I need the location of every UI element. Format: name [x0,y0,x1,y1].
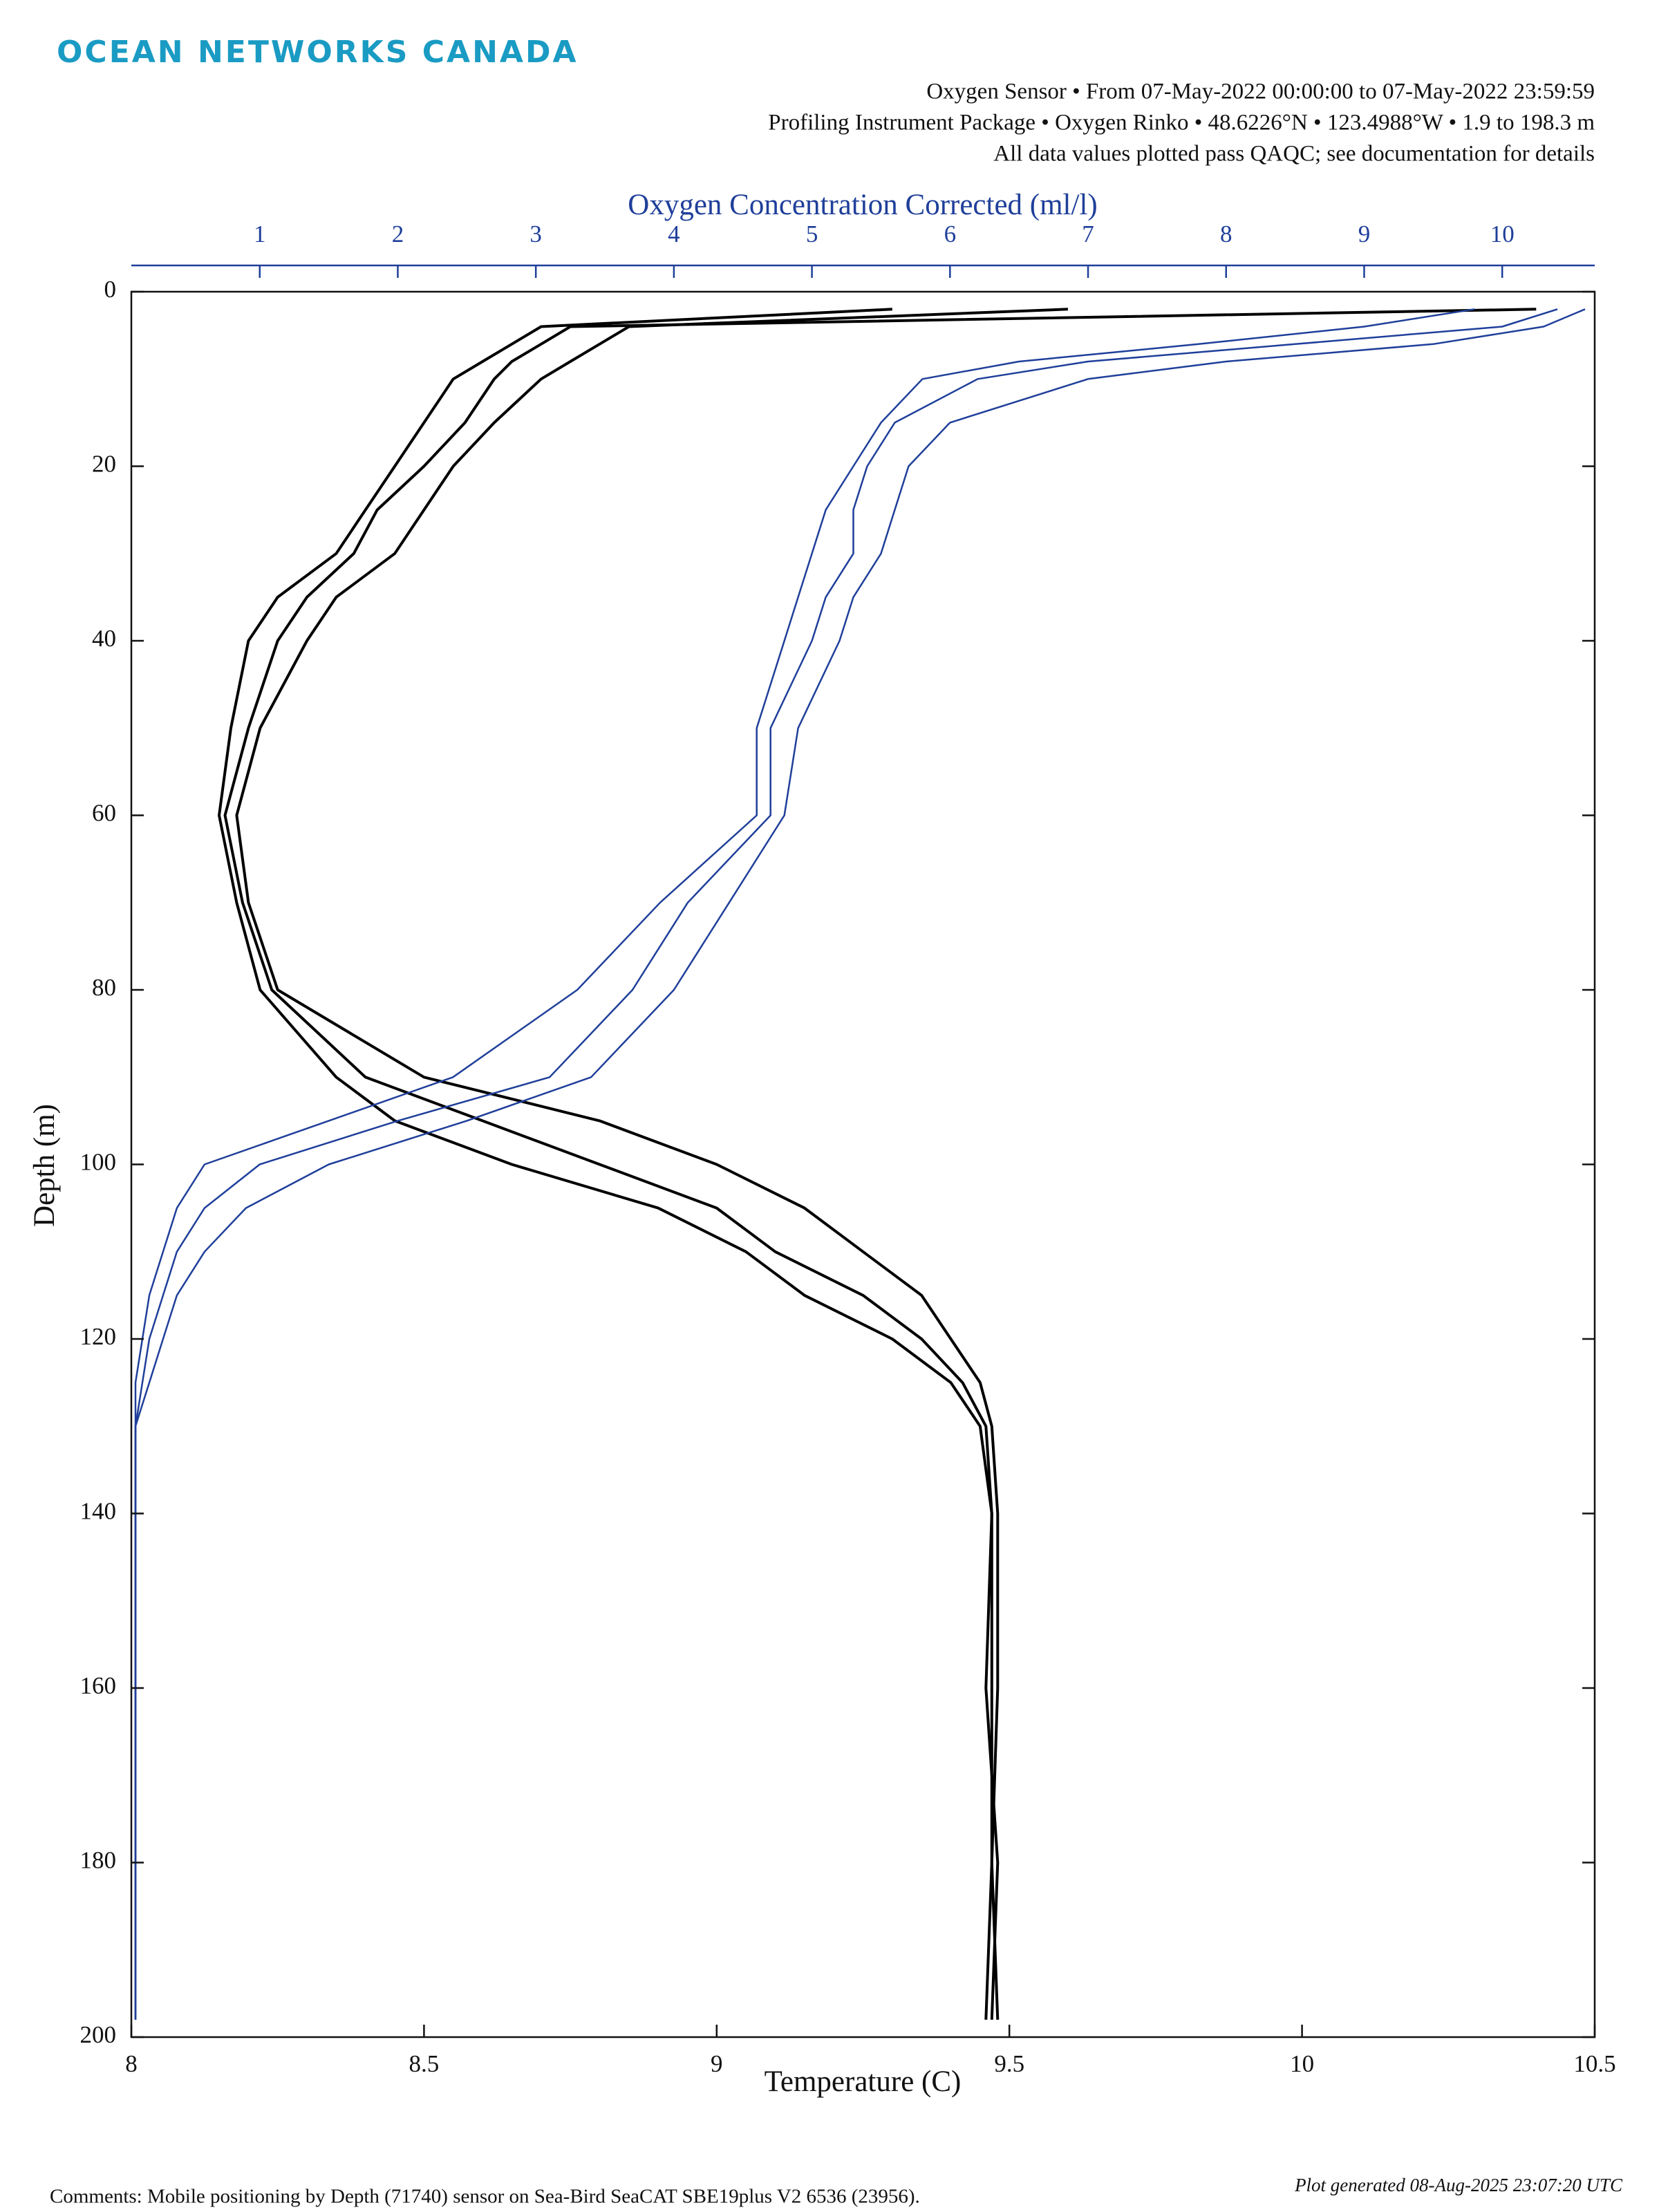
x-tick-label: 9.5 [994,2050,1024,2077]
y-tick-label: 0 [104,276,117,303]
profile-line [235,308,1068,2020]
profile-line [134,308,1586,2020]
x2-tick-label: 7 [1082,221,1094,247]
logo: OCEAN NETWORKS CANADA [57,35,579,70]
x2-tick-label: 2 [392,221,404,247]
x2-tick-label: 3 [529,221,542,247]
title-line: Oxygen Sensor • From 07-May-2022 00:00:0… [926,79,1595,104]
x2-tick-label: 1 [254,221,266,247]
x-tick-label: 8.5 [409,2050,440,2077]
comments: Comments: Mobile positioning by Depth (7… [50,2186,920,2208]
x2-tick-label: 4 [668,221,680,247]
x2-tick-label: 10 [1490,221,1515,247]
x-tick-label: 8 [125,2050,138,2077]
y-axis-label: Depth (m) [28,1104,61,1227]
x-axis-label: Temperature (C) [765,2065,962,2098]
profile-line [134,308,1558,2020]
title-line: Profiling Instrument Package • Oxygen Ri… [768,111,1595,135]
y-tick-label: 180 [80,1847,117,1874]
x2-tick-label: 8 [1220,221,1232,247]
x-tick-label: 9 [711,2050,723,2077]
profile-line [223,308,1537,2020]
x-tick-label: 10 [1290,2050,1314,2077]
y-tick-label: 20 [92,451,116,478]
y-tick-label: 120 [80,1323,117,1350]
y-tick-label: 140 [80,1498,117,1525]
profile-line [218,308,993,2020]
x2-tick-label: 5 [806,221,818,247]
x2-axis-label: Oxygen Concentration Corrected (ml/l) [628,189,1097,221]
y-tick-label: 200 [80,2021,117,2048]
profile-line [134,308,1475,2020]
y-tick-label: 160 [80,1672,117,1699]
y-tick-label: 60 [92,800,116,827]
y-tick-label: 40 [92,625,116,652]
y-tick-label: 80 [92,974,116,1001]
y-tick-label: 100 [80,1149,117,1176]
footer: Plot generated 08-Aug-2025 23:07:20 UTC [1294,2175,1623,2195]
x2-tick-label: 9 [1358,221,1371,247]
x2-tick-label: 6 [944,221,957,247]
title-line: All data values plotted pass QAQC; see d… [993,142,1595,167]
x-tick-label: 10.5 [1573,2050,1615,2077]
plot-area: 0 20 40 60 80 100 120 140 160 180 200 8 8.5 9 9.5 10 10.… [80,221,1616,2077]
